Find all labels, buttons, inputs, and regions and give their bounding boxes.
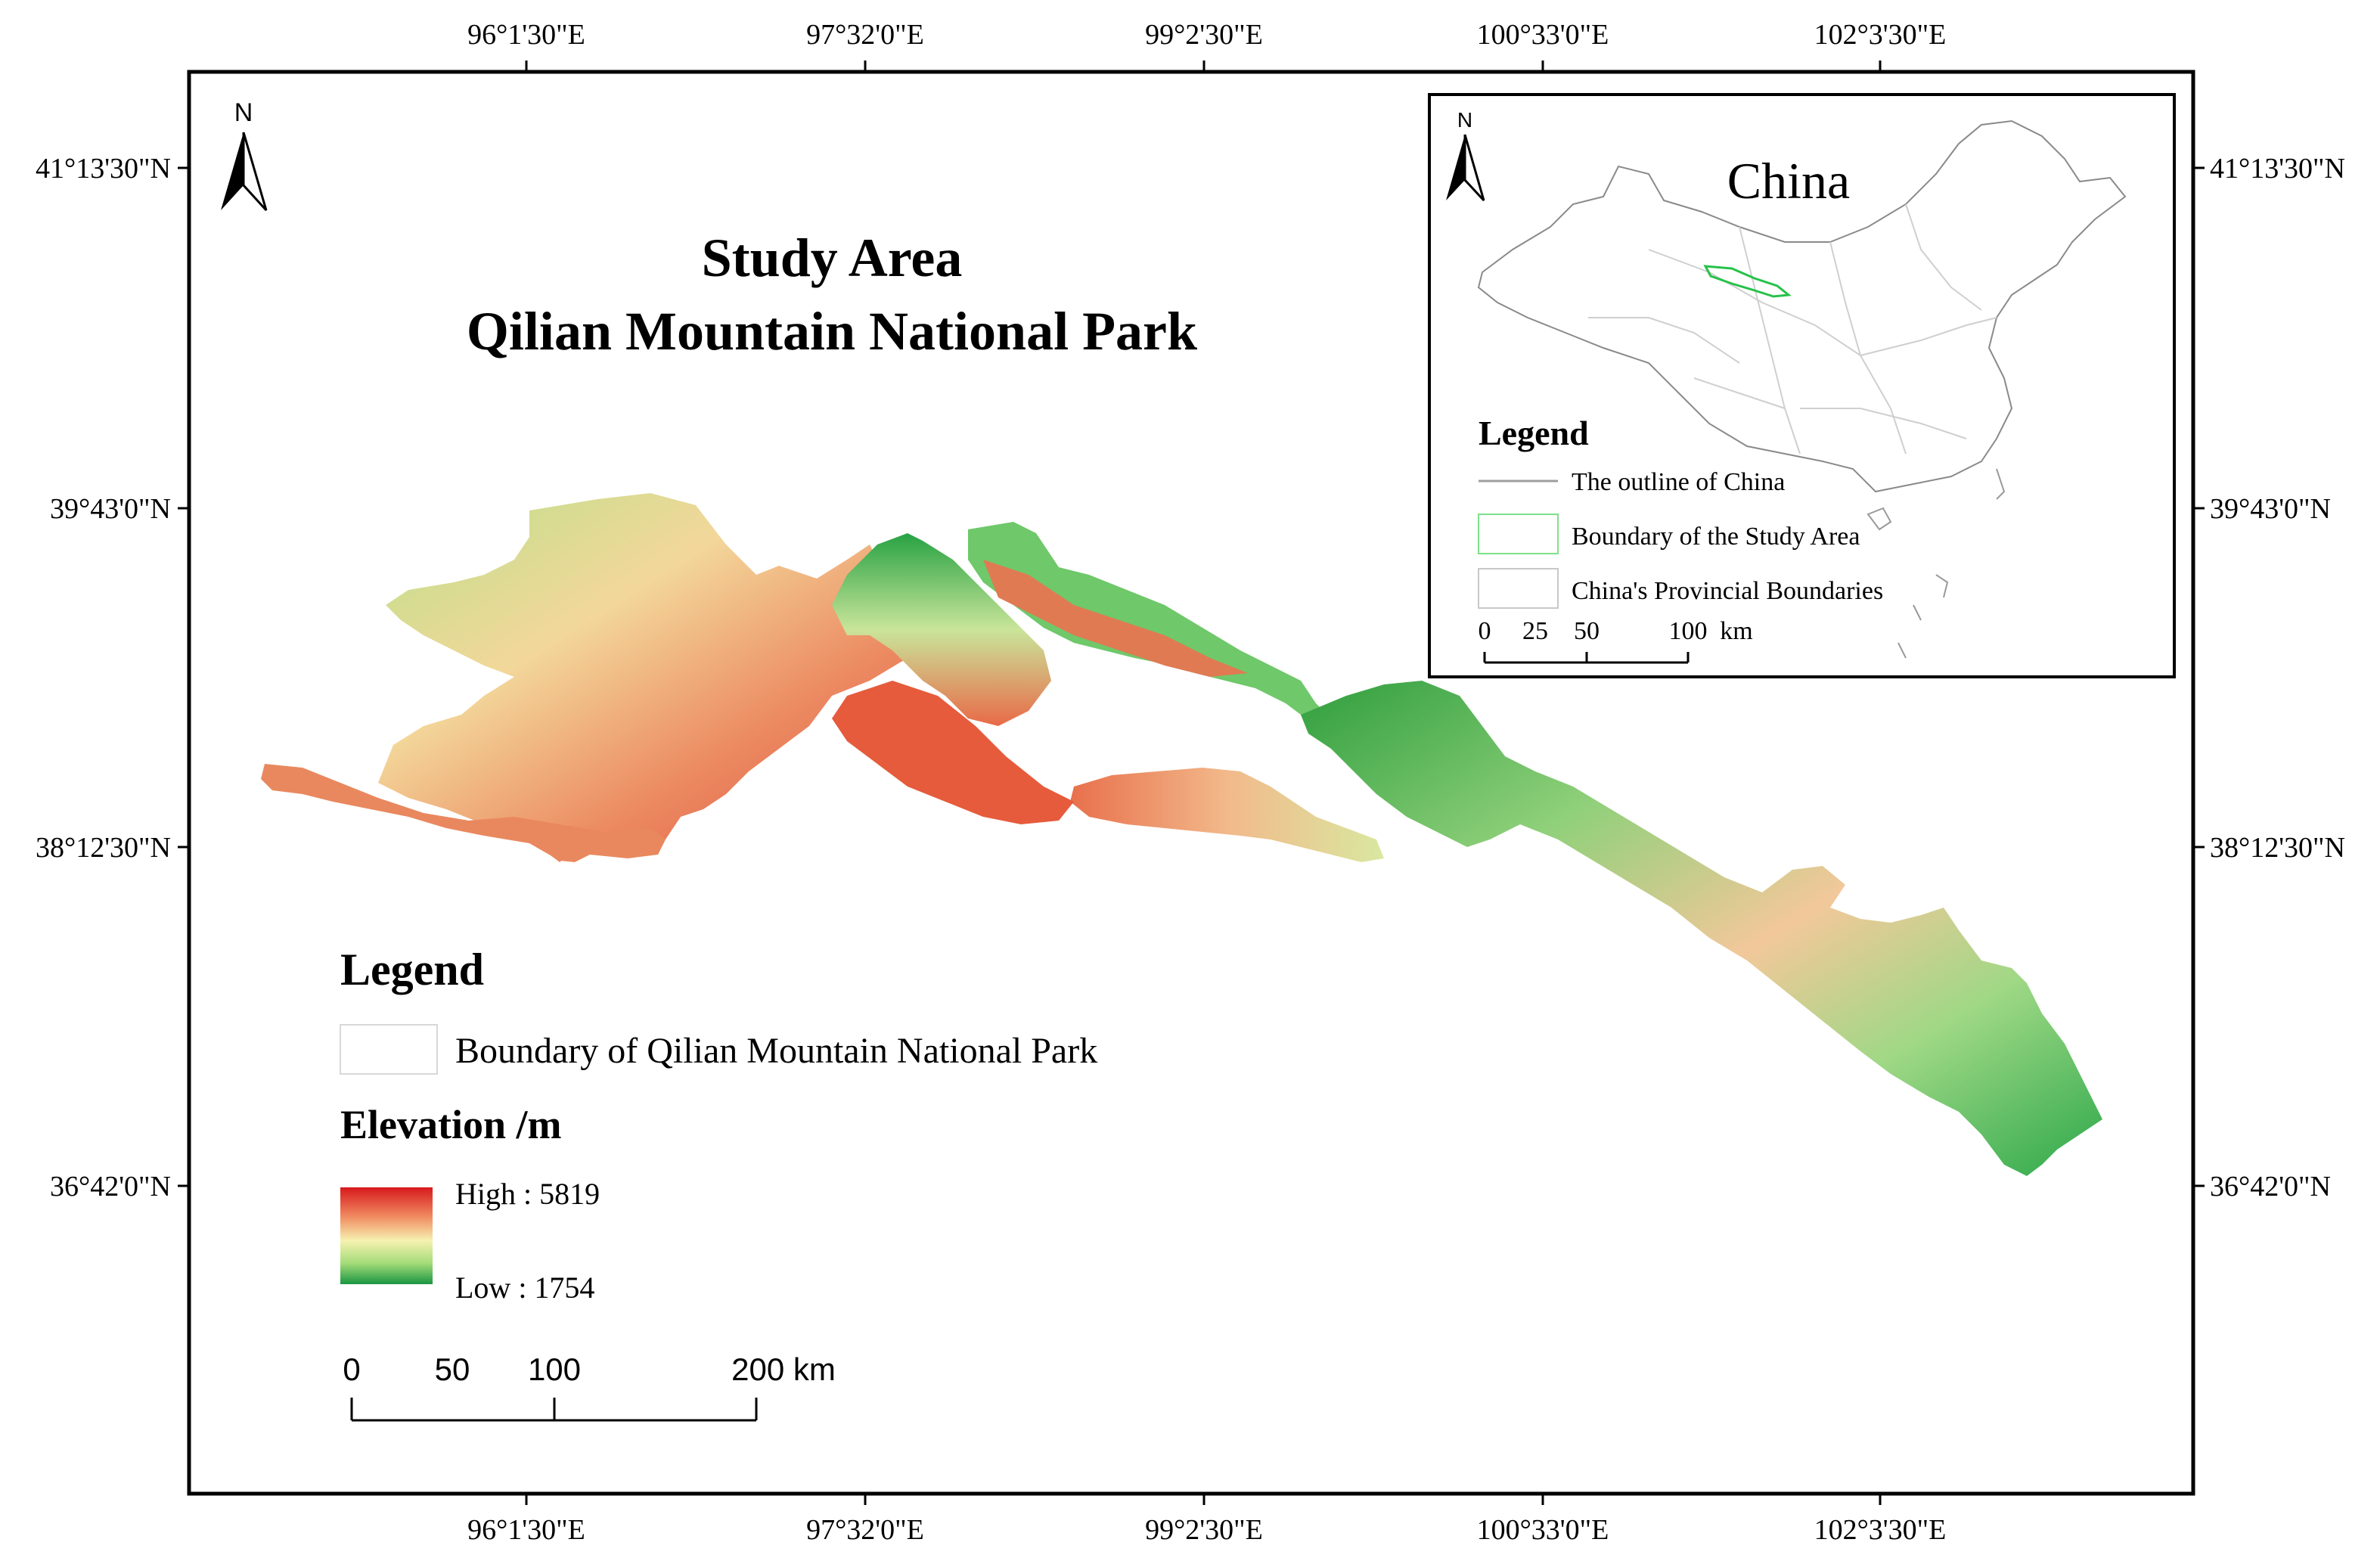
legend-high-label: High : 5819 [455, 1177, 600, 1211]
inset-legend-label-provinces: China's Provincial Boundaries [1572, 577, 1883, 605]
legend-low-label: Low : 1754 [455, 1271, 594, 1305]
lat-label-left-2: 39°43'0"N [50, 493, 171, 525]
scale-tick-50: 50 [435, 1351, 470, 1387]
china-outline [1477, 119, 2127, 493]
inset-legend-label-study: Boundary of the Study Area [1572, 523, 1860, 551]
inset-north-label: N [1457, 108, 1472, 132]
lon-label-bottom-1: 96°1'30"E [467, 1514, 585, 1546]
lon-label-top-4: 100°33'0"E [1477, 19, 1609, 51]
inset-north-arrow-icon: N [1446, 108, 1485, 202]
scale-tick-100: 100 [528, 1351, 581, 1387]
lat-label-right-4: 36°42'0"N [2210, 1171, 2331, 1202]
inset-title: China [1727, 152, 1850, 209]
lon-label-top-2: 97°32'0"E [806, 19, 924, 51]
north-label: N [234, 98, 253, 127]
lon-label-top-5: 102°3'30"E [1814, 19, 1947, 51]
scale-bar [350, 1398, 758, 1422]
scale-tick-0: 0 [343, 1351, 360, 1387]
park-south-tongue [1070, 768, 1384, 862]
legend-boundary-label: Boundary of Qilian Mountain National Par… [455, 1031, 1097, 1071]
inset-legend-title: Legend [1479, 414, 1589, 452]
lon-label-top-3: 99°2'30"E [1145, 19, 1263, 51]
china-islands [1866, 468, 2006, 659]
inset-legend-swatch-study [1478, 514, 1559, 554]
inset-scale-unit: km [1720, 617, 1752, 645]
lat-label-right-1: 41°13'30"N [2210, 153, 2345, 185]
legend-elevation-ramp [340, 1187, 433, 1284]
lat-label-left-4: 36°42'0"N [50, 1171, 171, 1202]
map-frame [187, 70, 2195, 1496]
lat-label-right-2: 39°43'0"N [2210, 493, 2331, 525]
inset-legend-swatch-provinces [1478, 568, 1559, 609]
map-title-line2: Qilian Mountain National Park [467, 301, 1197, 362]
lat-label-left-3: 38°12'30"N [36, 832, 171, 864]
lon-label-bottom-2: 97°32'0"E [806, 1514, 924, 1546]
park-west-tail [261, 764, 666, 862]
park-east-belt [1301, 681, 2102, 1176]
main-legend: Legend Boundary of Qilian Mountain Natio… [340, 945, 1097, 1305]
china-provincial-boundaries [1588, 203, 1997, 455]
inset-scale-tick-0: 0 [1479, 617, 1491, 645]
inset-legend-label-outline: The outline of China [1572, 468, 1785, 496]
inset-scale-bar [1483, 652, 1690, 664]
scale-tick-200: 200 km [731, 1351, 836, 1387]
park-central-block [832, 681, 1074, 824]
inset-scale-tick-100: 100 [1669, 617, 1708, 645]
lat-label-right-3: 38°12'30"N [2210, 832, 2345, 864]
park-central-arm-inner [983, 560, 1248, 677]
lon-label-bottom-4: 100°33'0"E [1477, 1514, 1609, 1546]
inset-map: N China Legend Th [1428, 93, 2176, 678]
inset-scale-tick-25: 25 [1522, 617, 1548, 645]
lon-label-top-1: 96°1'30"E [467, 19, 585, 51]
park-north-band [832, 533, 1051, 726]
north-arrow-icon: N [221, 98, 268, 212]
legend-elevation-title: Elevation /m [340, 1102, 562, 1147]
graticule-ticks [178, 61, 2205, 1505]
lon-label-bottom-3: 99°2'30"E [1145, 1514, 1263, 1546]
map-title-line1: Study Area [702, 228, 963, 288]
legend-boundary-swatch [340, 1024, 438, 1075]
inset-study-area [1703, 265, 1792, 298]
legend-title: Legend [340, 945, 484, 995]
inset-scale-tick-50: 50 [1574, 617, 1600, 645]
park-west-block [378, 493, 960, 862]
lat-label-left-1: 41°13'30"N [36, 153, 171, 185]
study-area-park [261, 493, 2102, 1176]
park-central-arm [968, 522, 1331, 718]
lon-label-bottom-5: 102°3'30"E [1814, 1514, 1947, 1546]
